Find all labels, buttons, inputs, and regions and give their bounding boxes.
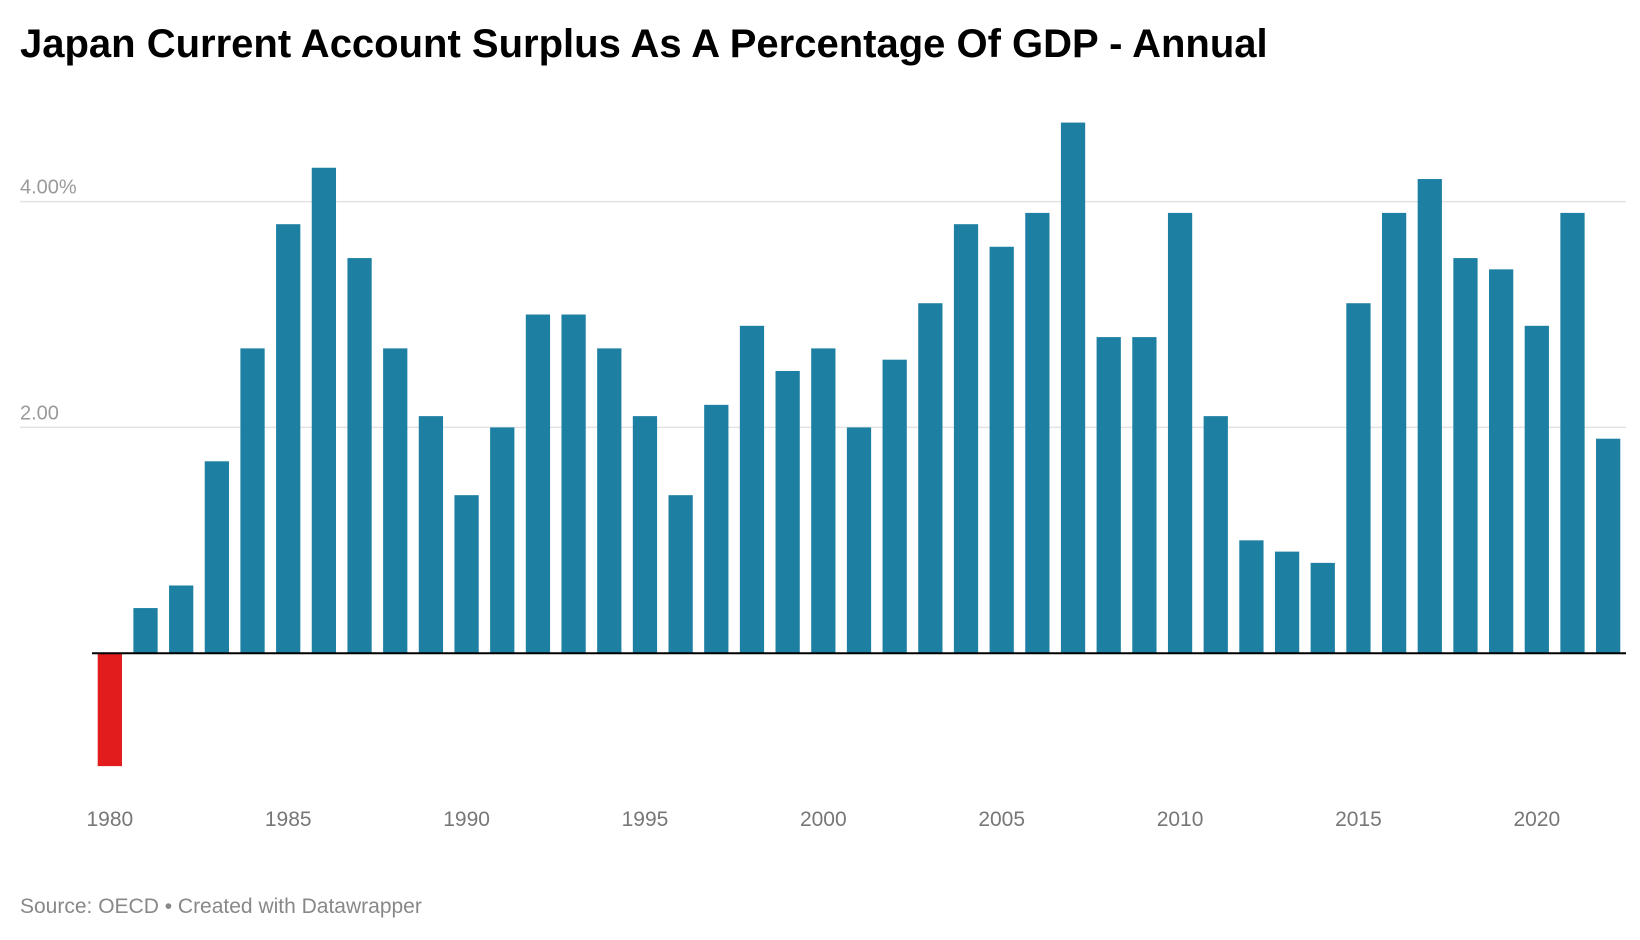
bar-2002 <box>882 359 907 654</box>
bar-2000 <box>811 348 836 654</box>
bar-2018 <box>1453 258 1478 654</box>
bar-1986 <box>311 167 337 654</box>
bar-2008 <box>1096 337 1121 654</box>
x-tick-label: 2015 <box>1335 808 1382 831</box>
bar-2021 <box>1560 212 1585 654</box>
bar-2012 <box>1239 540 1264 654</box>
x-tick-label: 1985 <box>265 808 312 831</box>
bar-2010 <box>1167 212 1193 654</box>
y-tick-label: 4.00% <box>20 177 77 199</box>
x-tick-label: 2000 <box>800 808 847 831</box>
bar-1995 <box>632 416 658 654</box>
x-tick-label: 1990 <box>443 808 490 831</box>
bar-2020 <box>1524 325 1549 654</box>
chart-title: Japan Current Account Surplus As A Perce… <box>20 22 1268 66</box>
bar-2017 <box>1417 179 1442 654</box>
y-tick-label: 2.00 <box>20 402 59 424</box>
bar-1996 <box>668 495 693 654</box>
bar-1988 <box>383 348 408 654</box>
bar-1981 <box>133 608 158 654</box>
y-axis-ticks: 2.00 4.00% <box>20 177 77 425</box>
bar-2015 <box>1346 303 1371 654</box>
bar-1983 <box>204 461 229 654</box>
bar-2014 <box>1310 562 1335 654</box>
x-tick-label: 2010 <box>1157 808 1204 831</box>
x-tick-label: 2005 <box>978 808 1025 831</box>
bar-1982 <box>169 585 194 654</box>
bar-2011 <box>1203 416 1228 654</box>
bar-1984 <box>240 348 265 654</box>
bar-1998 <box>739 325 765 654</box>
bar-1990 <box>454 495 479 654</box>
bar-1985 <box>276 224 301 654</box>
x-tick-label: 1995 <box>622 808 669 831</box>
bar-1994 <box>597 348 622 654</box>
bar-1997 <box>704 404 729 654</box>
bar-2007 <box>1060 122 1086 654</box>
bar-2022 <box>1596 438 1621 654</box>
bar-1999 <box>775 370 800 654</box>
bars <box>97 122 1621 767</box>
bar-2001 <box>846 427 872 654</box>
bar-2003 <box>918 303 943 654</box>
bar-2016 <box>1381 212 1407 654</box>
bar-2004 <box>953 224 979 654</box>
bar-1989 <box>418 416 444 654</box>
x-axis-ticks: 1980 1985 1990 1995 2000 2005 2010 2015 2020 <box>86 808 1560 831</box>
bar-1987 <box>347 258 372 654</box>
bar-1992 <box>525 314 551 654</box>
bar-1980 <box>97 653 122 767</box>
bar-1993 <box>561 314 586 654</box>
bar-1991 <box>490 427 515 654</box>
bar-2006 <box>1025 212 1050 654</box>
bar-chart: 2.00 4.00% 1980 1985 1990 1995 2000 2005 2010 20… <box>20 122 1626 831</box>
bar-2009 <box>1132 337 1157 654</box>
source-footer: Source: OECD • Created with Datawrapper <box>20 895 422 918</box>
bar-2013 <box>1274 551 1300 654</box>
x-tick-label: 2020 <box>1513 808 1560 831</box>
bar-2019 <box>1489 269 1514 654</box>
bar-2005 <box>989 246 1014 654</box>
x-tick-label: 1980 <box>86 808 133 831</box>
